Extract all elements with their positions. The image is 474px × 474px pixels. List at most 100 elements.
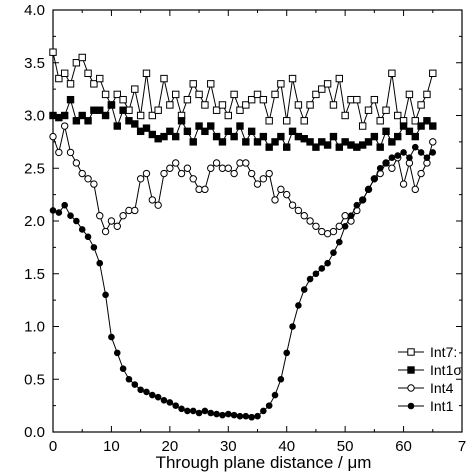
data-point: [113, 122, 121, 130]
data-point: [96, 212, 104, 220]
data-point: [330, 249, 337, 256]
data-point: [358, 122, 367, 130]
data-point: [212, 106, 221, 114]
data-point: [247, 169, 256, 178]
data-point: [306, 138, 314, 146]
data-point: [394, 111, 402, 120]
data-point: [288, 74, 297, 83]
data-point: [224, 164, 232, 172]
data-point: [160, 169, 168, 178]
data-point: [172, 90, 180, 99]
data-point: [318, 85, 326, 93]
data-point: [90, 180, 98, 188]
legend-marker: [407, 366, 415, 374]
data-point: [429, 69, 437, 77]
data-point: [230, 132, 238, 141]
data-point: [224, 410, 232, 418]
data-point: [400, 149, 407, 156]
data-point: [306, 275, 314, 283]
data-point: [55, 148, 63, 157]
data-point: [195, 90, 203, 99]
data-point: [394, 152, 402, 159]
data-point: [323, 80, 332, 88]
data-point: [306, 101, 314, 109]
data-point: [283, 117, 291, 125]
data-point: [172, 402, 179, 409]
data-point: [376, 117, 384, 125]
data-point: [207, 409, 215, 417]
data-point: [78, 111, 86, 120]
data-point: [423, 117, 431, 125]
data-point: [406, 154, 413, 161]
data-point: [84, 175, 92, 183]
data-point: [183, 127, 192, 136]
data-point: [119, 106, 127, 114]
data-point: [160, 74, 168, 83]
data-point: [417, 169, 425, 178]
data-point: [277, 185, 285, 194]
data-point: [265, 402, 273, 409]
data-point: [78, 169, 86, 178]
data-point: [318, 265, 326, 272]
data-point: [329, 101, 338, 109]
data-point: [417, 122, 425, 130]
data-point: [242, 412, 250, 420]
series-2: [49, 95, 437, 151]
data-point: [119, 212, 127, 220]
data-point: [49, 132, 57, 141]
data-point: [207, 122, 215, 130]
data-point: [312, 270, 320, 278]
data-point: [429, 138, 437, 146]
data-point: [259, 132, 268, 141]
legend-label: Int1: [430, 398, 454, 414]
data-point: [329, 132, 338, 141]
data-point: [189, 175, 197, 183]
data-point: [242, 101, 250, 109]
data-point: [230, 411, 238, 419]
y-tick-label: 4.0: [24, 2, 45, 19]
data-point: [283, 349, 291, 357]
data-point: [376, 164, 384, 172]
series-line: [52, 52, 434, 128]
data-point: [189, 80, 197, 88]
x-tick-label: 0: [49, 438, 57, 455]
data-point: [195, 409, 203, 417]
data-point: [101, 90, 110, 99]
y-tick-label: 3.0: [24, 108, 45, 125]
data-point: [370, 132, 379, 141]
data-point: [312, 143, 320, 151]
data-point: [72, 117, 81, 125]
data-point: [248, 413, 255, 421]
data-point: [271, 196, 279, 204]
data-point: [55, 209, 63, 216]
y-tick-label: 1.0: [24, 319, 45, 336]
data-point: [236, 122, 244, 130]
data-point: [154, 393, 162, 401]
data-point: [335, 143, 344, 151]
data-point: [260, 407, 267, 415]
data-point: [131, 85, 139, 93]
data-point: [166, 127, 174, 136]
data-point: [189, 407, 197, 415]
data-point: [101, 111, 110, 120]
data-point: [131, 206, 139, 215]
data-point: [336, 238, 343, 246]
data-point: [242, 138, 250, 146]
data-point: [102, 291, 109, 299]
data-point: [300, 117, 308, 125]
data-point: [119, 95, 127, 104]
data-point: [399, 180, 408, 188]
data-point: [66, 80, 75, 88]
data-point: [230, 169, 238, 178]
legend-entry: Int4: [398, 380, 454, 396]
series-1: [49, 48, 437, 130]
data-point: [60, 111, 69, 120]
data-point: [388, 154, 396, 161]
data-point: [247, 95, 256, 104]
data-point: [131, 381, 139, 388]
data-point: [142, 124, 151, 132]
data-point: [289, 323, 296, 330]
data-point: [423, 154, 431, 161]
data-point: [236, 412, 244, 420]
